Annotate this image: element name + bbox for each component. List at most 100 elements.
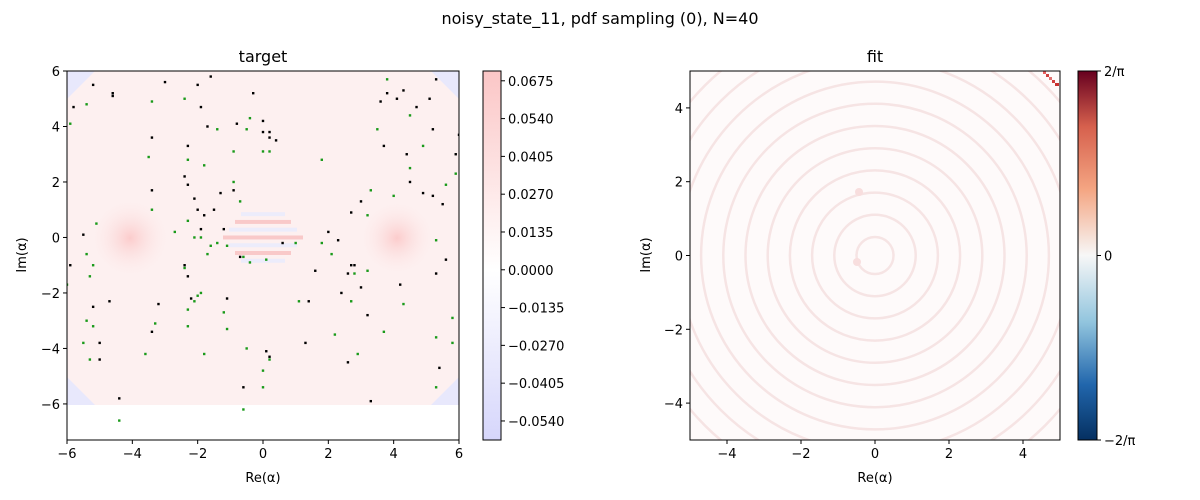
fit-ylabel: Im(α): [639, 237, 654, 272]
green-sample-point: [330, 252, 333, 256]
black-sample-point: [327, 230, 330, 234]
target-right-lobe: [361, 202, 433, 274]
black-sample-point: [203, 214, 206, 217]
green-sample-point: [265, 258, 268, 261]
green-sample-point: [242, 255, 245, 259]
y-tick-label: 2: [52, 176, 60, 191]
fringe-band: [229, 243, 297, 248]
target-xlabel: Re(α): [245, 471, 280, 486]
y-tick-label: 4: [675, 102, 683, 117]
black-sample-point: [209, 75, 212, 78]
green-sample-point: [183, 97, 186, 100]
black-sample-point: [111, 91, 114, 95]
black-sample-point: [274, 139, 278, 142]
fit-rings: [690, 71, 1060, 440]
black-sample-point: [98, 358, 101, 361]
fit-ring: [855, 235, 895, 276]
green-sample-point: [150, 100, 154, 103]
green-sample-point: [421, 144, 425, 148]
fit-colorbar: [1077, 70, 1098, 441]
fit-ticks: −4 −2 0 2 4 −4 −2 0 2 4: [664, 102, 1027, 462]
green-sample-point: [199, 236, 203, 239]
green-sample-point: [333, 333, 337, 336]
green-sample-point: [222, 311, 225, 314]
target-colorbar-ticks: 0.0675 0.0540 0.0405 0.0270 0.0135 0.0000 −0.0…: [501, 75, 564, 430]
green-sample-point: [186, 219, 190, 223]
target-title: target: [239, 47, 288, 66]
green-sample-point: [232, 180, 235, 184]
x-tick-label: 0: [259, 447, 267, 462]
green-sample-point: [434, 336, 438, 339]
black-sample-point: [222, 227, 225, 231]
black-sample-point: [82, 233, 85, 236]
black-sample-point: [385, 91, 389, 95]
black-sample-point: [238, 255, 242, 259]
y-tick-label: −6: [41, 398, 60, 413]
black-sample-point: [428, 97, 431, 100]
green-sample-point: [238, 200, 242, 203]
green-sample-point: [454, 172, 457, 175]
green-sample-point: [203, 352, 206, 356]
black-sample-point: [157, 302, 160, 306]
green-sample-point: [261, 369, 265, 372]
target-left-lobe: [92, 200, 168, 276]
black-sample-point: [379, 100, 382, 103]
x-tick-label: 2: [945, 447, 953, 462]
green-sample-point: [85, 319, 88, 322]
black-sample-point: [415, 105, 418, 109]
green-sample-point: [225, 244, 229, 247]
black-sample-point: [408, 180, 412, 184]
black-sample-point: [421, 191, 425, 195]
fit-heatmap: [690, 71, 1060, 440]
black-sample-point: [431, 128, 435, 131]
black-sample-point: [395, 97, 399, 100]
green-sample-point: [173, 230, 176, 234]
fit-faint-dot-1: [855, 188, 863, 196]
fringe-band: [235, 219, 291, 224]
y-tick-label: −4: [664, 397, 683, 412]
green-sample-point: [88, 358, 92, 361]
black-sample-point: [242, 386, 245, 389]
green-sample-point: [451, 341, 454, 345]
green-sample-point: [232, 150, 235, 153]
black-sample-point: [252, 91, 255, 95]
black-sample-point: [219, 191, 222, 195]
green-sample-point: [444, 183, 448, 186]
green-sample-point: [67, 283, 69, 286]
green-sample-point: [248, 116, 252, 120]
y-tick-label: −2: [41, 287, 60, 302]
green-sample-point: [186, 325, 190, 328]
black-sample-point: [199, 105, 203, 109]
black-sample-point: [196, 83, 199, 87]
green-sample-point: [69, 122, 72, 125]
black-sample-point: [434, 78, 438, 81]
fit-ring: [744, 124, 1006, 387]
x-tick-label: 6: [455, 447, 463, 462]
green-sample-point: [268, 358, 271, 361]
green-sample-point: [147, 155, 150, 159]
target-sample-points: [67, 75, 459, 422]
green-sample-point: [261, 150, 265, 153]
target-colorbar: [482, 70, 502, 441]
black-sample-point: [268, 355, 271, 358]
green-sample-point: [261, 386, 265, 389]
green-sample-point: [216, 241, 219, 245]
green-sample-point: [294, 241, 297, 245]
black-sample-point: [369, 399, 372, 403]
colorbar-tick-label: 0.0135: [508, 226, 554, 241]
black-sample-point: [212, 208, 216, 211]
green-sample-point: [193, 236, 196, 239]
colorbar-tick-label: −0.0540: [508, 415, 564, 430]
black-sample-point: [206, 125, 209, 128]
green-sample-point: [209, 244, 212, 247]
black-sample-point: [261, 130, 265, 134]
green-sample-point: [297, 300, 301, 303]
target-ticks: −6 −4 −2 0 2 4 6 −6 −4 −2 0 2 4 6: [41, 65, 463, 462]
fit-ring: [833, 213, 917, 298]
green-sample-point: [320, 158, 323, 161]
green-sample-point: [356, 352, 359, 356]
green-sample-point: [225, 327, 229, 331]
green-sample-point: [245, 347, 248, 350]
green-sample-point: [402, 302, 405, 306]
green-sample-point: [320, 241, 323, 245]
